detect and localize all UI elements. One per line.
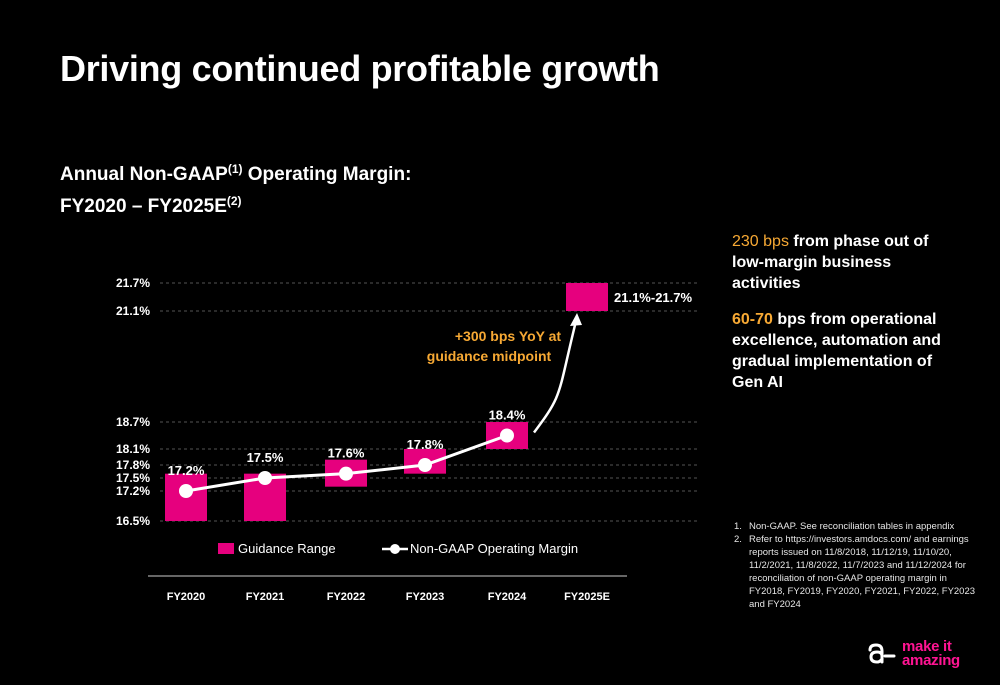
- data-label: 18.4%: [489, 408, 526, 423]
- footnote-number: 1.: [734, 521, 742, 532]
- bullet-text: from phase out of low-margin business ac…: [732, 233, 929, 292]
- chart-subtitle: Annual Non-GAAP(1) Operating Margin: FY2…: [60, 156, 411, 220]
- legend-swatch-range: [218, 543, 234, 554]
- x-tick-label: FY2025E: [564, 591, 610, 603]
- operating-margin-point: [179, 484, 193, 498]
- bullets-panel: 230 bps from phase out of low-margin bus…: [732, 231, 962, 408]
- data-label: 17.8%: [407, 437, 444, 452]
- data-label: 17.2%: [168, 463, 205, 478]
- bullet-text: bps from operational excellence, automat…: [732, 311, 941, 391]
- x-tick-label: FY2024: [488, 591, 527, 603]
- x-tick-label: FY2023: [406, 591, 445, 603]
- subtitle-footnote-2: (2): [226, 194, 242, 208]
- logo-tagline: make it amazing: [902, 638, 960, 669]
- operating-margin-point: [500, 428, 514, 443]
- bullet-item: 230 bps from phase out of low-margin bus…: [732, 231, 962, 294]
- bullet-highlight: 60-70: [732, 311, 773, 328]
- y-tick-label: 17.2%: [116, 484, 150, 498]
- range-label: 21.1%-21.7%: [614, 290, 692, 305]
- y-tick-label: 18.1%: [116, 442, 150, 456]
- logo-line1: make it: [902, 638, 952, 655]
- footnote-item: 2. Refer to https://investors.amdocs.com/…: [734, 533, 984, 611]
- footnote-item: 1. Non-GAAP. See reconciliation tables in…: [734, 520, 984, 533]
- bullet-item: 60-70 bps from operational excellence, a…: [732, 309, 962, 393]
- x-tick-label: FY2020: [167, 591, 206, 603]
- operating-margin-point: [258, 471, 272, 485]
- operating-margin-point: [418, 458, 432, 472]
- x-tick-label: FY2022: [327, 591, 366, 603]
- legend-label: Non-GAAP Operating Margin: [410, 541, 578, 556]
- subtitle-footnote-1: (1): [227, 162, 243, 176]
- y-tick-label: 21.7%: [116, 276, 150, 290]
- brand-logo: make it amazing: [866, 638, 960, 669]
- footnote-text: Refer to https://investors.amdocs.com/ a…: [749, 534, 976, 610]
- footnote-text: Non-GAAP. See reconciliation tables in a…: [749, 521, 955, 532]
- legend-label: Guidance Range: [238, 541, 336, 556]
- y-tick-label: 17.5%: [116, 471, 150, 485]
- footnote-number: 2.: [734, 534, 742, 545]
- data-label: 17.5%: [247, 450, 284, 465]
- subtitle-text-c: FY2020 – FY2025E: [60, 196, 227, 217]
- footnotes: 1. Non-GAAP. See reconciliation tables in…: [734, 520, 984, 611]
- y-tick-label: 17.8%: [116, 458, 150, 472]
- y-tick-label: 21.1%: [116, 304, 150, 318]
- legend-marker: [390, 544, 400, 554]
- y-tick-label: 18.7%: [116, 415, 150, 429]
- guidance-range-bar: [566, 283, 608, 311]
- amdocs-a-icon: [868, 643, 896, 664]
- annotation-arrow: [532, 316, 579, 434]
- operating-margin-point: [339, 466, 353, 481]
- slide-title: Driving continued profitable growth: [60, 48, 660, 89]
- annotation-line-1: +300 bps YoY at: [455, 328, 562, 344]
- logo-line2: amazing: [902, 652, 960, 669]
- subtitle-text-a: Annual Non-GAAP: [60, 164, 228, 185]
- annotation-line-2: guidance midpoint: [427, 348, 552, 364]
- y-tick-label: 16.5%: [116, 514, 150, 528]
- x-tick-label: FY2021: [246, 591, 285, 603]
- bullet-highlight: 230 bps: [732, 233, 789, 250]
- subtitle-text-b: Operating Margin:: [242, 164, 412, 185]
- annotation-arrow-head: [570, 313, 582, 326]
- data-label: 17.6%: [328, 446, 365, 461]
